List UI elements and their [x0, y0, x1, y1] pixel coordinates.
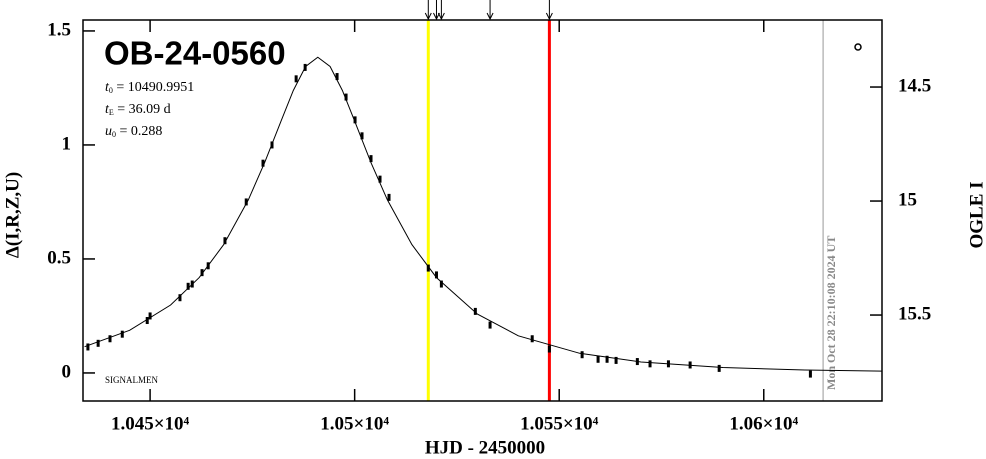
data-point: [86, 343, 90, 351]
data-point: [244, 198, 248, 206]
data-point: [434, 271, 438, 279]
plot-frame: [82, 19, 883, 402]
parameter-symbol: t: [105, 102, 110, 117]
data-point: [580, 351, 584, 359]
arrow: [437, 0, 445, 21]
y-tick-label: 0.5: [47, 247, 71, 268]
data-point: [108, 335, 112, 343]
parameter: tE = 36.09 d: [105, 102, 171, 117]
parameter: u0 = 0.288: [105, 124, 162, 139]
data-point: [200, 269, 204, 277]
x-tick-label: 1.055×10⁴: [520, 413, 599, 434]
data-point: [378, 175, 382, 183]
source-symbol: [854, 43, 862, 51]
model-curve: [84, 56, 883, 372]
data-point: [223, 237, 227, 245]
data-point: [120, 330, 124, 338]
data-point: [369, 155, 373, 163]
parameter-value: = 36.09 d: [114, 102, 171, 117]
data-point: [270, 141, 274, 149]
arrow: [545, 0, 553, 21]
data-point: [178, 294, 182, 302]
data-point: [294, 75, 298, 83]
parameter-subscript: 0: [112, 130, 116, 139]
y-tick-label: 1.5: [47, 19, 71, 40]
data-point: [439, 280, 443, 288]
data-point: [206, 262, 210, 270]
parameter-value: = 10490.9951: [113, 80, 194, 95]
parameter-subscript: 0: [109, 86, 113, 95]
parameter: t0 = 10490.9951: [105, 80, 194, 95]
data-point: [666, 360, 670, 368]
data-point: [635, 358, 639, 366]
data-point: [605, 355, 609, 363]
chart-title: OB-24-0560: [104, 35, 286, 72]
data-point: [186, 282, 190, 290]
timestamp: Mon Oct 28 22:10:08 2024 UT: [824, 236, 838, 390]
data-point: [303, 63, 307, 71]
data-point: [596, 355, 600, 363]
data-point: [648, 360, 652, 368]
data-point: [344, 93, 348, 101]
data-point: [688, 361, 692, 369]
data-point: [145, 317, 149, 325]
data-point: [488, 321, 492, 329]
data-point: [96, 339, 100, 347]
data-point: [547, 345, 551, 353]
y2-tick-label: 14.5: [898, 75, 931, 96]
x-tick-label: 1.06×10⁴: [729, 413, 798, 434]
data-point: [387, 193, 391, 201]
arrow-head: [545, 12, 553, 21]
data-point: [614, 356, 618, 364]
corner-label: SIGNALMEN: [105, 375, 158, 385]
arrow-head: [437, 12, 445, 21]
parameter-value: = 0.288: [116, 124, 162, 139]
arrow-head: [424, 12, 432, 21]
data-point: [353, 116, 357, 124]
data-point: [148, 312, 152, 320]
data-point: [261, 159, 265, 167]
y2-axis-label: OGLE I: [966, 181, 986, 248]
y-tick-label: 0: [62, 361, 72, 382]
x-tick-label: 1.045×10⁴: [111, 413, 190, 434]
x-axis-label: HJD - 2450000: [425, 437, 545, 458]
data-point: [808, 370, 812, 378]
arrow-head: [486, 12, 494, 21]
data-point: [473, 307, 477, 315]
data-point: [335, 73, 339, 81]
arrow: [424, 0, 432, 21]
arrow: [433, 0, 440, 21]
parameter-subscript: E: [109, 108, 114, 117]
data-point: [190, 280, 194, 288]
parameter-symbol: u: [105, 124, 112, 139]
arrow-head: [433, 12, 440, 21]
parameter-symbol: t: [105, 80, 110, 95]
y2-tick-label: 15: [898, 189, 917, 210]
arrow: [486, 0, 494, 21]
y2-tick-label: 15.5: [898, 303, 931, 324]
data-point: [717, 364, 721, 372]
data-point: [426, 264, 430, 272]
data-point: [360, 132, 364, 140]
data-point: [530, 335, 534, 343]
y-tick-label: 1: [62, 133, 72, 154]
y-axis-label: Δ(I,R,Z,U): [2, 172, 23, 258]
x-tick-label: 1.05×10⁴: [320, 413, 389, 434]
